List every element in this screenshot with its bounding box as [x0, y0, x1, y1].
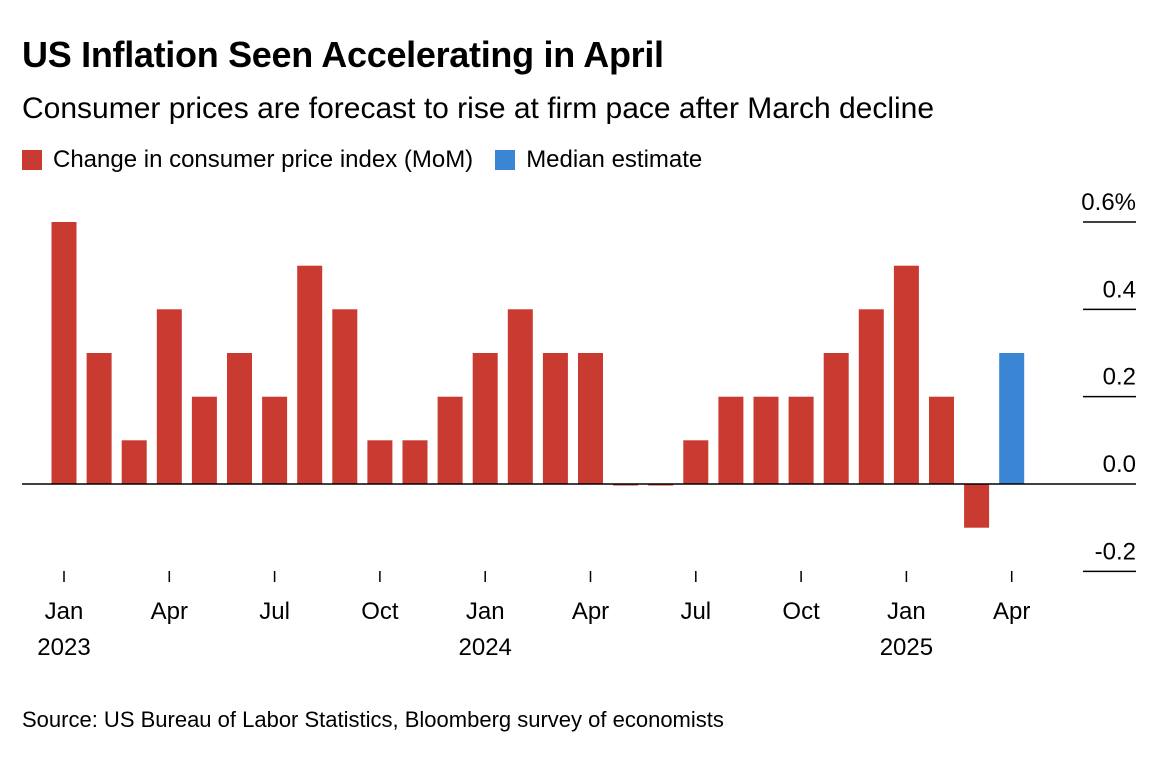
- y-tick-label: 0.6%: [1081, 189, 1136, 216]
- source-note: Source: US Bureau of Labor Statistics, B…: [22, 707, 724, 732]
- bar-2024-08: [718, 396, 744, 484]
- y-tick-label: 0.2: [1103, 364, 1136, 391]
- x-tick-label: Jan: [887, 598, 926, 625]
- bar-2024-11: [823, 353, 849, 484]
- bar-2024-09: [753, 396, 779, 484]
- y-axis: 0.6% 0.4 0.2 0.0 -0.2: [1081, 189, 1136, 573]
- bar-2024-02: [507, 309, 533, 484]
- x-tick-label: Apr: [151, 598, 188, 625]
- bar-2024-07: [683, 440, 709, 484]
- legend: Change in consumer price index (MoM) Med…: [22, 146, 724, 174]
- bar-2023-01: [51, 222, 77, 484]
- legend-label-cpi: Change in consumer price index (MoM): [53, 146, 474, 173]
- y-tick-label: -0.2: [1095, 538, 1136, 565]
- chart-subtitle: Consumer prices are forecast to rise at …: [22, 92, 935, 125]
- x-axis: Jan 2023 Apr Jul Oct Jan 2024 Apr Jul Oct Jan 2025 A…: [37, 571, 1030, 661]
- bar-2024-01: [472, 353, 498, 484]
- bar-2024-12: [858, 309, 884, 484]
- y-tick-label: 0.4: [1103, 276, 1136, 303]
- bar-2025-03: [964, 484, 990, 528]
- y-tick-label: 0.0: [1103, 451, 1136, 478]
- x-tick-label: Jan: [45, 598, 84, 625]
- estimate-bar-2025-04: [999, 353, 1025, 484]
- bar-2024-04: [578, 353, 603, 484]
- bar-2023-06: [227, 353, 252, 484]
- x-year-label: 2024: [459, 634, 512, 661]
- bar-2025-01: [893, 265, 919, 484]
- legend-item-estimate: Median estimate: [495, 146, 702, 174]
- legend-swatch-cpi: [22, 150, 42, 170]
- bar-2023-04: [156, 309, 182, 484]
- legend-item-cpi: Change in consumer price index (MoM): [22, 146, 473, 174]
- legend-swatch-estimate: [495, 150, 516, 170]
- bar-2023-09: [332, 309, 358, 484]
- legend-label-estimate: Median estimate: [526, 146, 703, 173]
- cpi-bar-chart: 0.6% 0.4 0.2 0.0 -0.2 Jan 2023 Apr Jul Oct Jan 202…: [22, 189, 1136, 661]
- bar-2024-10: [788, 396, 814, 484]
- x-tick-label: Oct: [361, 598, 399, 625]
- x-tick-label: Oct: [782, 598, 820, 625]
- bar-2023-11: [402, 440, 428, 484]
- bar-2023-10: [367, 440, 393, 484]
- bars-layer: [51, 222, 1025, 528]
- bar-2023-12: [437, 396, 463, 484]
- bar-2024-03: [542, 353, 568, 484]
- bar-2023-08: [297, 265, 323, 484]
- x-year-label: 2023: [37, 634, 90, 661]
- x-tick-label: Jul: [259, 598, 290, 625]
- x-tick-label: Jan: [466, 598, 505, 625]
- bar-2023-03: [121, 440, 147, 484]
- x-tick-label: Apr: [993, 598, 1030, 625]
- chart-title: US Inflation Seen Accelerating in April: [22, 34, 664, 75]
- bar-2023-07: [262, 396, 288, 484]
- bar-2025-02: [929, 396, 954, 484]
- bar-2023-05: [191, 396, 217, 484]
- x-tick-label: Jul: [680, 598, 711, 625]
- bar-2023-02: [86, 353, 112, 484]
- x-year-label: 2025: [880, 634, 933, 661]
- x-tick-label: Apr: [572, 598, 609, 625]
